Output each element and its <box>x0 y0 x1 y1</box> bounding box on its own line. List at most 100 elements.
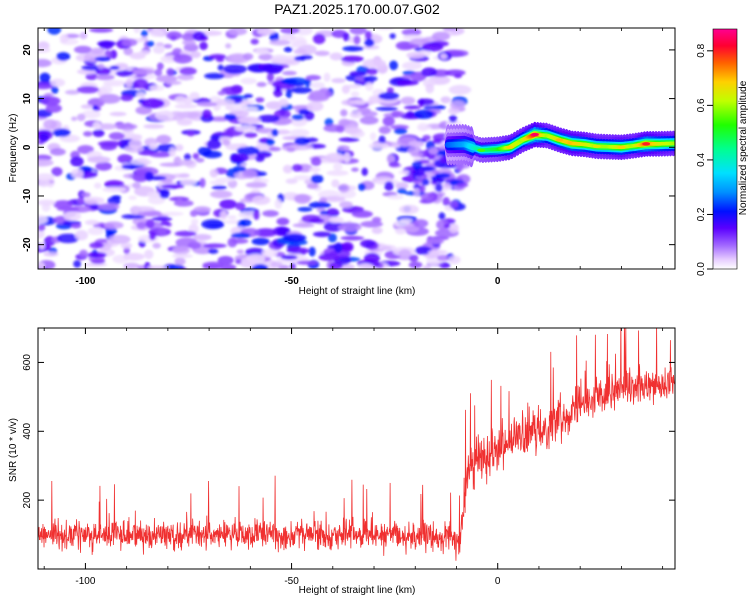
noise-blob <box>338 137 360 142</box>
noise-blob <box>390 124 409 130</box>
noise-blob <box>51 85 59 94</box>
figure-title: PAZ1.2025.170.00.07.G02 <box>274 1 440 17</box>
noise-blob <box>398 170 410 175</box>
noise-blob <box>422 134 431 141</box>
noise-blob <box>265 138 275 146</box>
noise-blob <box>130 159 152 166</box>
noise-blob <box>151 216 173 222</box>
noise-blob <box>278 98 289 107</box>
noise-blob <box>299 54 313 60</box>
noise-blob <box>369 132 377 141</box>
noise-blob <box>210 190 233 199</box>
noise-blob <box>340 55 364 63</box>
noise-blob <box>137 150 155 156</box>
noise-blob <box>314 50 330 56</box>
noise-blob <box>310 174 324 184</box>
noise-blob <box>294 136 310 146</box>
noise-blob <box>413 109 434 119</box>
noise-blob <box>295 28 313 36</box>
noise-blob <box>71 222 82 229</box>
noise-blob <box>341 241 354 253</box>
noise-blob <box>202 150 222 159</box>
noise-blob <box>329 52 343 61</box>
noise-blob <box>364 252 381 263</box>
noise-blob <box>115 123 138 130</box>
x-tick-label: -100 <box>75 576 95 587</box>
noise-blob <box>95 123 118 130</box>
noise-blob <box>121 214 146 220</box>
noise-blob <box>421 166 434 172</box>
noise-blob <box>132 171 149 183</box>
noise-blob <box>329 249 351 259</box>
noise-blob <box>121 38 138 47</box>
noise-blob <box>448 255 461 265</box>
noise-blob <box>432 138 443 145</box>
noise-blob <box>333 162 343 171</box>
noise-blob <box>174 96 187 104</box>
noise-blob <box>389 60 399 71</box>
noise-blob <box>440 96 451 104</box>
noise-blob <box>275 129 291 135</box>
noise-blob <box>181 32 197 41</box>
noise-blob <box>182 39 196 46</box>
noise-blob <box>148 175 167 181</box>
noise-blob <box>431 31 451 41</box>
noise-blob <box>375 106 398 111</box>
noise-blob <box>298 108 310 115</box>
noise-blob <box>166 31 182 40</box>
noise-blob <box>211 185 227 190</box>
noise-blob <box>344 127 363 135</box>
noise-blob <box>257 114 280 123</box>
colorbar-label: Normalized spectral amplitude <box>738 80 749 215</box>
noise-blob <box>53 200 73 209</box>
noise-blob <box>140 30 149 37</box>
noise-blob <box>306 183 319 190</box>
noise-blob <box>49 148 66 156</box>
noise-blob <box>38 199 56 206</box>
noise-blob <box>121 164 138 170</box>
noise-blob <box>94 56 111 62</box>
noise-blob <box>342 32 350 42</box>
noise-blob <box>81 192 91 198</box>
noise-blob <box>84 200 98 205</box>
noise-blob <box>176 74 194 81</box>
noise-blob <box>434 183 443 192</box>
colorbar-gradient <box>712 28 738 270</box>
noise-blob <box>412 168 426 177</box>
noise-blob <box>199 177 206 188</box>
noise-blob <box>120 94 134 102</box>
noise-blob <box>52 128 71 138</box>
noise-blob <box>235 259 243 265</box>
noise-blob <box>141 98 165 109</box>
noise-blob <box>448 84 472 95</box>
noise-blob <box>271 129 279 137</box>
noise-blob <box>371 226 383 235</box>
signal-peak <box>477 148 486 152</box>
noise-blob <box>312 231 332 238</box>
noise-blob <box>196 101 218 107</box>
noise-blob <box>343 152 351 163</box>
noise-blob <box>448 114 458 123</box>
noise-blob <box>323 72 331 82</box>
noise-blob <box>161 179 173 184</box>
noise-blob <box>217 90 226 96</box>
snr-panel: -100 -50 0 200 400 600 Height of straight li… <box>8 327 676 596</box>
noise-blob <box>136 222 147 230</box>
noise-blob <box>92 121 101 130</box>
noise-blob <box>43 251 59 257</box>
noise-blob <box>192 31 206 42</box>
noise-blob <box>401 74 418 79</box>
noise-blob <box>357 183 366 191</box>
noise-blob <box>399 218 413 223</box>
noise-blob <box>326 170 349 176</box>
noise-blob <box>400 96 416 105</box>
noise-blob <box>81 110 101 119</box>
noise-blob <box>364 38 375 48</box>
noise-blob <box>242 53 254 61</box>
noise-blob <box>294 193 311 204</box>
colorbar-tick-label: 0.8 <box>696 43 707 57</box>
noise-blob <box>193 206 211 214</box>
noise-blob <box>240 257 257 268</box>
noise-blob <box>269 39 291 46</box>
